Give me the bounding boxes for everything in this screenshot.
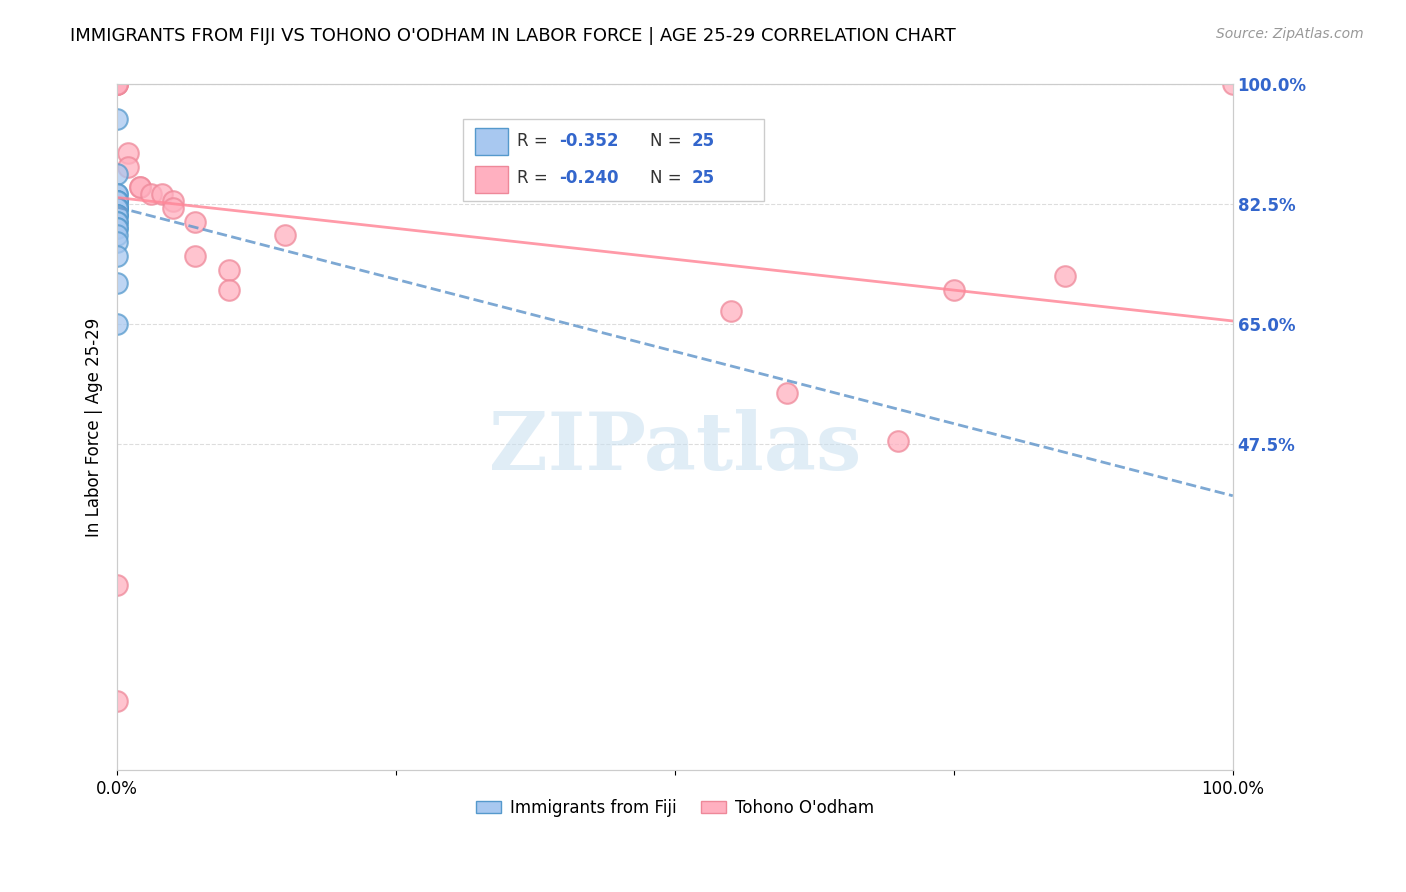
Point [105,214,128,228]
Point [105,201,128,215]
Point [105,78,128,92]
Text: Source: ZipAtlas.com: Source: ZipAtlas.com [1216,27,1364,41]
Point [184,249,207,263]
Point [184,214,207,228]
Point [128,180,150,194]
Point [162,201,184,215]
Point [105,201,128,215]
Point [105,578,128,592]
Point [150,187,173,202]
Point [105,221,128,235]
Point [139,187,162,202]
Point [105,201,128,215]
Point [105,201,128,215]
Point [105,187,128,202]
Point [117,146,139,161]
Point [105,194,128,208]
Point [105,201,128,215]
Point [105,194,128,208]
Text: ZIPatlas: ZIPatlas [489,409,860,487]
Point [105,208,128,222]
Point [273,228,295,243]
Point [105,194,128,208]
Point [105,78,128,92]
Point [720,303,742,318]
Point [105,249,128,263]
Point [1222,78,1244,92]
Point [105,221,128,235]
Point [105,277,128,291]
Point [105,112,128,126]
Point [105,214,128,228]
Point [218,283,240,297]
Point [105,228,128,243]
Point [105,78,128,92]
Point [105,194,128,208]
Legend: Immigrants from Fiji, Tohono O'odham: Immigrants from Fiji, Tohono O'odham [470,792,880,823]
Point [887,434,910,448]
Text: IMMIGRANTS FROM FIJI VS TOHONO O'ODHAM IN LABOR FORCE | AGE 25-29 CORRELATION CH: IMMIGRANTS FROM FIJI VS TOHONO O'ODHAM I… [70,27,956,45]
Point [105,78,128,92]
Point [162,194,184,208]
Point [942,283,965,297]
Point [117,160,139,174]
Point [105,235,128,249]
Point [105,318,128,332]
Point [105,167,128,181]
Y-axis label: In Labor Force | Age 25-29: In Labor Force | Age 25-29 [86,318,103,537]
Point [105,208,128,222]
Point [105,694,128,708]
Point [1054,269,1077,284]
Point [105,187,128,202]
Point [775,386,797,401]
Point [128,180,150,194]
Point [218,262,240,277]
Point [105,208,128,222]
